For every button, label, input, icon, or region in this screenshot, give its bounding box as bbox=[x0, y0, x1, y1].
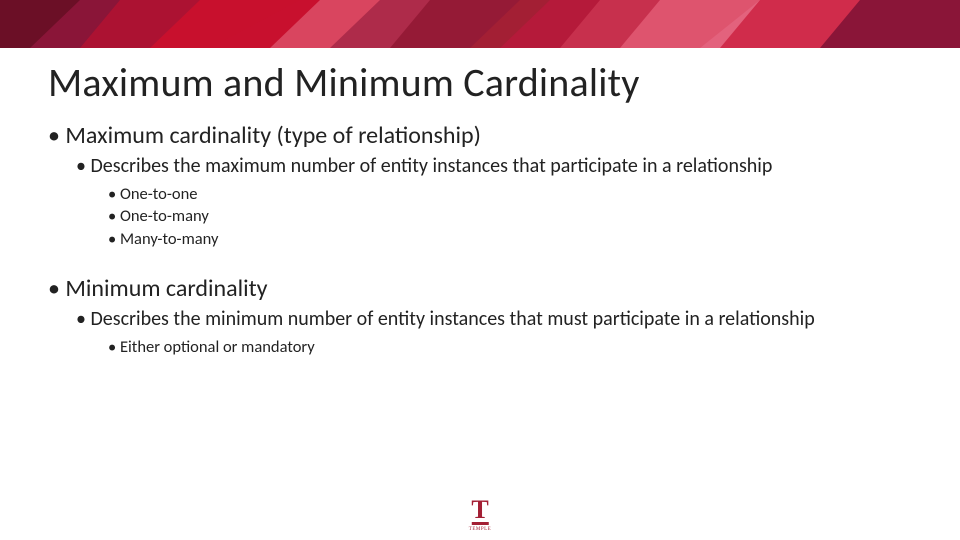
logo-text: TEMPLE bbox=[469, 527, 491, 532]
bullet-sublist: Either optional or mandatory bbox=[108, 336, 912, 358]
bullet-lvl3: One-to-one bbox=[108, 183, 912, 205]
bullet-sublist: Describes the maximum number of entity i… bbox=[76, 154, 912, 250]
spacer bbox=[48, 250, 912, 268]
bullet-lvl3: One-to-many bbox=[108, 205, 912, 227]
bullet-text: Maximum cardinality (type of relationshi… bbox=[65, 121, 481, 150]
logo-letter: T bbox=[471, 500, 488, 525]
banner-svg bbox=[0, 0, 960, 48]
slide: Maximum and Minimum Cardinality Maximum … bbox=[0, 0, 960, 540]
bullet-text: Minimum cardinality bbox=[65, 274, 267, 303]
slide-content: Maximum and Minimum Cardinality Maximum … bbox=[48, 58, 912, 358]
bullet-text: Describes the maximum number of entity i… bbox=[90, 154, 772, 178]
bullet-sublist: Describes the minimum number of entity i… bbox=[76, 307, 912, 358]
bullet-text: Describes the minimum number of entity i… bbox=[90, 307, 814, 331]
bullet-list: Minimum cardinality Describes the minimu… bbox=[48, 274, 912, 358]
bullet-lvl2: Describes the maximum number of entity i… bbox=[76, 154, 912, 250]
footer-logo: T TEMPLE bbox=[469, 500, 491, 532]
bullet-sublist: One-to-one One-to-many Many-to-many bbox=[108, 183, 912, 250]
bullet-lvl1: Minimum cardinality Describes the minimu… bbox=[48, 274, 912, 358]
bullet-lvl3: Either optional or mandatory bbox=[108, 336, 912, 358]
bullet-lvl2: Describes the minimum number of entity i… bbox=[76, 307, 912, 358]
bullet-list: Maximum cardinality (type of relationshi… bbox=[48, 121, 912, 250]
bullet-lvl1: Maximum cardinality (type of relationshi… bbox=[48, 121, 912, 250]
bullet-lvl3: Many-to-many bbox=[108, 228, 912, 250]
slide-title: Maximum and Minimum Cardinality bbox=[48, 58, 912, 107]
decorative-banner bbox=[0, 0, 960, 48]
